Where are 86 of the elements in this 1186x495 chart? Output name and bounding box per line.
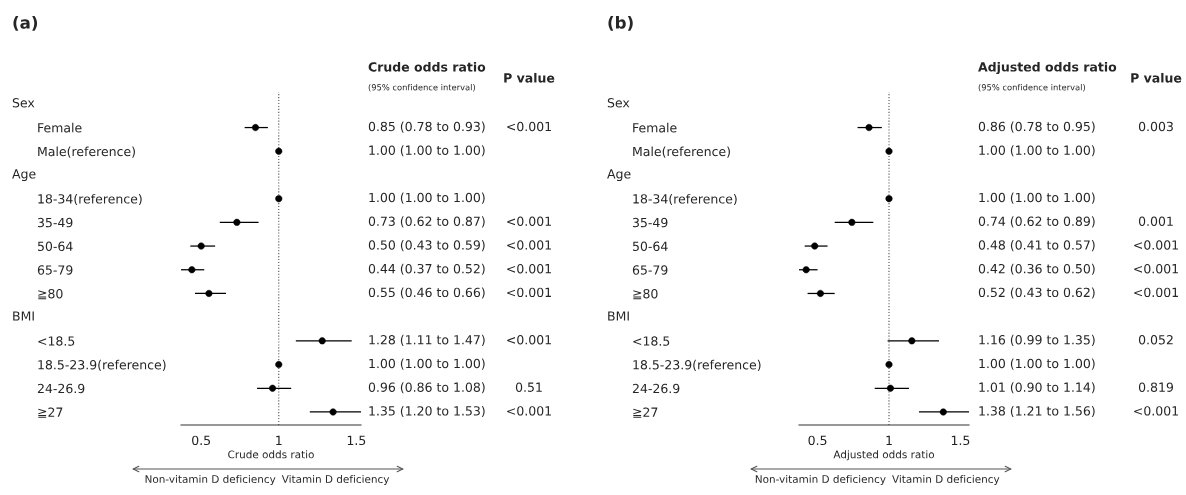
text: 0.819 bbox=[1138, 382, 1174, 392]
text: P value bbox=[504, 72, 555, 83]
text: Sex bbox=[12, 98, 35, 108]
x-tick-label: 0.5 bbox=[192, 435, 211, 446]
data-label: 0.50 (0.43 to 0.59) bbox=[368, 240, 485, 252]
text: <0.001 bbox=[507, 121, 551, 132]
text: <0.001 bbox=[1134, 287, 1178, 298]
y-tick-label: 50-64 bbox=[632, 241, 668, 251]
data-label: 0.55 (0.46 to 0.66) bbox=[368, 287, 485, 299]
text: <0.001 bbox=[507, 240, 551, 250]
y-tick-label: 18.5-23.9(reference) bbox=[38, 359, 166, 371]
y-tick-label: ≧27 bbox=[633, 407, 658, 418]
text: Adjusted odds ratio bbox=[978, 61, 1117, 75]
data-label: 1.00 (1.00 to 1.00) bbox=[979, 145, 1095, 157]
text: Crude odds ratio bbox=[368, 61, 486, 72]
text: 0.003 bbox=[1138, 121, 1173, 132]
y-tick-label: 65-79 bbox=[37, 265, 73, 275]
data-label: 1.01 (0.90 to 1.14) bbox=[979, 382, 1095, 394]
data-label: 0.85 (0.78 to 0.93) bbox=[368, 121, 485, 133]
y-tick-label: 18-34(reference) bbox=[38, 193, 142, 206]
text: BMI bbox=[608, 311, 629, 321]
text: (a) bbox=[13, 15, 38, 31]
y-tick-label: 65-79 bbox=[632, 265, 668, 275]
y-tick-label: ≧80 bbox=[633, 288, 658, 300]
y-tick-label: Female bbox=[38, 122, 82, 133]
text: <0.001 bbox=[507, 287, 551, 298]
text: Vitamin D deficiency bbox=[281, 474, 390, 486]
data-label: 0.73 (0.62 to 0.87) bbox=[368, 216, 485, 228]
text: BMI bbox=[13, 311, 34, 321]
text: <0.001 bbox=[1134, 263, 1178, 274]
y-tick-label: 35-49 bbox=[37, 217, 73, 228]
x-axis-title: Crude odds ratio bbox=[228, 450, 314, 459]
y-tick-label: 24-26.9 bbox=[632, 383, 680, 394]
data-label: 1.00 (1.00 to 1.00) bbox=[369, 145, 485, 157]
text: 0.001 bbox=[1138, 216, 1173, 226]
y-tick-label: ≧27 bbox=[38, 407, 63, 418]
y-tick-label: Male(reference) bbox=[633, 146, 730, 158]
text: <0.001 bbox=[507, 335, 551, 345]
y-tick-label: Female bbox=[633, 122, 677, 133]
y-tick-label: ≧80 bbox=[38, 288, 63, 300]
x-axis-title: Adjusted odds ratio bbox=[833, 450, 935, 461]
x-tick-label: 1.5 bbox=[347, 435, 366, 446]
text: Non-vitamin D deficiency bbox=[755, 474, 886, 486]
data-label: 1.00 (1.00 to 1.00) bbox=[979, 192, 1095, 204]
text: <0.001 bbox=[507, 216, 551, 226]
data-label: 0.74 (0.62 to 0.89) bbox=[978, 216, 1095, 228]
x-tick-label: 1 bbox=[886, 435, 892, 445]
y-tick-label: 18-34(reference) bbox=[633, 193, 737, 206]
x-tick-label: 1.5 bbox=[951, 435, 970, 446]
data-label: 1.38 (1.21 to 1.56) bbox=[979, 405, 1095, 418]
y-tick-label: 50-64 bbox=[37, 241, 73, 251]
text: <0.001 bbox=[507, 263, 551, 274]
text: P value bbox=[1131, 72, 1182, 83]
data-label: 0.52 (0.43 to 0.62) bbox=[978, 287, 1095, 299]
data-label: 0.44 (0.37 to 0.52) bbox=[368, 263, 485, 275]
data-label: 1.16 (0.99 to 1.35) bbox=[979, 334, 1095, 346]
text: <0.001 bbox=[1134, 406, 1178, 416]
y-tick-label: 24-26.9 bbox=[37, 383, 85, 394]
text: Age bbox=[12, 169, 36, 181]
data-label: 1.00 (1.00 to 1.00) bbox=[369, 192, 485, 204]
y-tick-label: Male(reference) bbox=[38, 146, 135, 158]
y-tick-label: <18.5 bbox=[38, 336, 75, 346]
text: 0.052 bbox=[1138, 335, 1173, 345]
text: <0.001 bbox=[507, 406, 551, 416]
data-label: 1.35 (1.20 to 1.53) bbox=[369, 405, 485, 418]
text: Age bbox=[607, 169, 631, 181]
x-tick-label: 0.5 bbox=[808, 435, 827, 446]
data-label: 1.00 (1.00 to 1.00) bbox=[979, 358, 1095, 370]
y-tick-label: <18.5 bbox=[633, 336, 670, 346]
y-tick-label: 35-49 bbox=[632, 217, 668, 228]
data-label: 0.42 (0.36 to 0.50) bbox=[978, 263, 1095, 275]
data-label: 1.28 (1.11 to 1.47) bbox=[369, 334, 485, 346]
data-label: 0.96 (0.86 to 1.08) bbox=[368, 382, 485, 394]
text: <0.001 bbox=[1134, 240, 1178, 250]
y-tick-label: 18.5-23.9(reference) bbox=[633, 359, 761, 371]
text: 0.51 bbox=[515, 382, 542, 392]
text: (95% confidence interval) bbox=[368, 83, 475, 92]
text: Non-vitamin D deficiency bbox=[145, 474, 276, 486]
data-label: 1.00 (1.00 to 1.00) bbox=[369, 358, 485, 370]
text: (95% confidence interval) bbox=[978, 83, 1085, 92]
text: Sex bbox=[607, 98, 630, 108]
x-tick-label: 1 bbox=[276, 435, 282, 445]
data-label: 0.48 (0.41 to 0.57) bbox=[978, 240, 1095, 252]
text: Vitamin D deficiency bbox=[892, 474, 1000, 486]
data-label: 0.86 (0.78 to 0.95) bbox=[978, 121, 1095, 133]
text: (b) bbox=[608, 15, 633, 31]
